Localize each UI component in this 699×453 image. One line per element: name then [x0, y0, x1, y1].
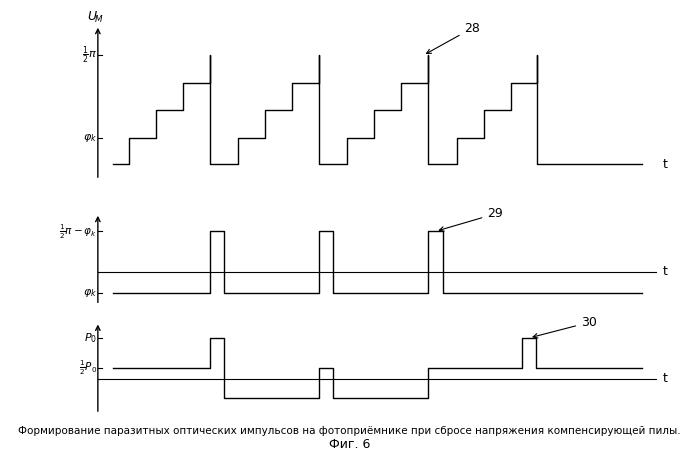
Text: $P_0$: $P_0$: [84, 331, 97, 345]
Text: $\varphi_k$: $\varphi_k$: [82, 287, 97, 299]
Text: 30: 30: [533, 316, 597, 338]
Text: $U_{\!M}$: $U_{\!M}$: [87, 10, 103, 25]
Text: Фиг. 6: Фиг. 6: [329, 439, 370, 451]
Text: $\frac{1}{2}\pi$: $\frac{1}{2}\pi$: [82, 45, 97, 66]
Text: t: t: [662, 265, 667, 278]
Text: 29: 29: [439, 207, 503, 231]
Text: t: t: [662, 372, 667, 385]
Text: Формирование паразитных оптических импульсов на фотоприёмнике при сбросе напряже: Формирование паразитных оптических импул…: [18, 426, 681, 436]
Text: $\frac{1}{2}P_0$: $\frac{1}{2}P_0$: [78, 359, 97, 377]
Text: 28: 28: [426, 22, 480, 53]
Text: $\frac{1}{2}\pi-\varphi_k$: $\frac{1}{2}\pi-\varphi_k$: [59, 222, 97, 241]
Text: $\varphi_k$: $\varphi_k$: [82, 132, 97, 144]
Text: t: t: [662, 158, 667, 171]
